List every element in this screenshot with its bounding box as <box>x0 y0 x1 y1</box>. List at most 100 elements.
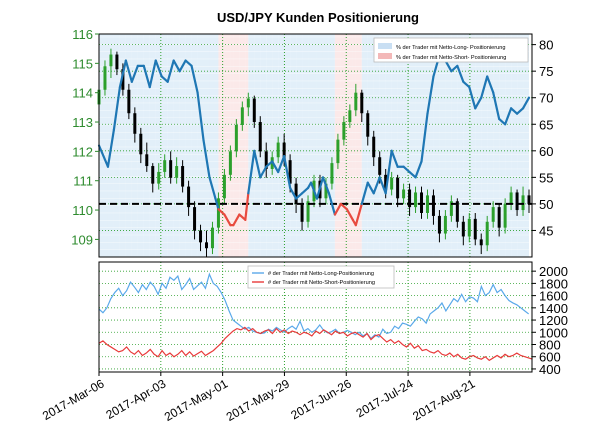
candle-down <box>127 89 131 114</box>
long-band <box>119 34 126 257</box>
sentiment-long-segment <box>97 144 110 168</box>
sentiment-long-segment <box>130 64 139 83</box>
sentiment-long-segment <box>184 59 193 67</box>
candle-down <box>527 195 531 205</box>
price-tick-label: 112 <box>72 144 93 159</box>
legend-swatch-short <box>378 53 392 59</box>
candle-down <box>461 221 465 237</box>
sentiment-short-segment <box>333 202 342 216</box>
sentiment-tick-label: 80 <box>539 38 553 53</box>
sentiment-long-segment <box>172 59 181 73</box>
long-band <box>487 34 494 257</box>
long-band <box>445 34 452 257</box>
sentiment-long-segment <box>504 107 513 126</box>
sentiment-long-segment <box>456 64 465 83</box>
legend-label: % der Trader mit Netto-Short- Positionie… <box>396 55 506 61</box>
sentiment-long-segment <box>166 59 175 83</box>
sentiment-long-segment <box>360 181 369 206</box>
long-band <box>385 34 392 257</box>
long-band <box>433 34 440 257</box>
candle-up <box>449 201 453 216</box>
sentiment-long-segment <box>271 160 280 174</box>
candle-down <box>115 54 119 70</box>
candle-up <box>306 201 310 222</box>
candle-down <box>133 113 137 134</box>
count-tick-label: 1400 <box>539 301 568 316</box>
sentiment-long-segment <box>289 186 298 200</box>
long-band <box>322 34 329 257</box>
long-band <box>191 34 198 257</box>
long-band <box>481 34 488 257</box>
candle-up <box>348 110 352 123</box>
candle-down <box>151 166 155 184</box>
sentiment-long-segment <box>321 176 331 195</box>
long-band <box>328 34 335 257</box>
long-band <box>379 34 386 257</box>
top-legend: % der Trader mit Netto-Long- Positionier… <box>373 37 529 63</box>
sentiment-bands <box>99 34 532 258</box>
legend-box <box>247 265 395 289</box>
candle-up <box>210 227 214 249</box>
long-band <box>505 34 512 257</box>
date-tick-label: 2017-May-01 <box>162 376 231 424</box>
long-band <box>248 34 255 257</box>
long-band <box>185 34 192 257</box>
bottom-legend: # der Trader mit Netto-Long-Positionieru… <box>247 265 395 289</box>
candle-up <box>216 198 220 228</box>
sentiment-long-segment <box>480 75 489 99</box>
sentiment-long-segment <box>390 149 399 168</box>
long-band <box>499 34 506 257</box>
sentiment-short-segment <box>217 208 226 216</box>
long-band <box>523 34 530 257</box>
sentiment-long-segment <box>315 176 325 200</box>
candle-down <box>473 218 477 240</box>
sentiment-long-segment <box>178 59 187 73</box>
sentiment-long-segment <box>402 165 411 174</box>
candle-down <box>378 157 382 175</box>
candle-up <box>354 92 358 111</box>
candle-down <box>420 192 424 213</box>
candle-up <box>414 192 418 208</box>
sentiment-long-segment <box>509 107 519 115</box>
long-band <box>290 34 297 257</box>
count-tick-label: 1600 <box>539 289 568 304</box>
sentiment-long-segment <box>468 85 477 110</box>
long-band <box>475 34 482 257</box>
long-band <box>493 34 500 257</box>
candle-down <box>455 201 459 222</box>
long-band <box>113 34 120 257</box>
long-band <box>361 34 368 257</box>
candle-down <box>360 92 364 114</box>
candle-up <box>240 107 244 125</box>
date-axis: 2017-Mar-062017-Apr-032017-May-012017-Ma… <box>40 372 478 424</box>
sentiment-long-segment <box>283 155 292 190</box>
count-tick-label: 600 <box>539 350 561 365</box>
long-band <box>99 34 108 257</box>
candle-up <box>276 142 280 158</box>
candle-up <box>222 174 226 199</box>
price-tick-label: 110 <box>72 203 93 218</box>
candle-down <box>396 177 400 199</box>
candle-up <box>443 215 447 234</box>
chart-title: USD/JPY Kunden Positionierung <box>217 10 419 25</box>
short-band <box>346 34 353 257</box>
legend-swatch-long <box>378 43 392 49</box>
sentiment-long-segment <box>492 91 501 121</box>
sentiment-long-segment <box>208 176 217 200</box>
sentiment-long-segment <box>426 75 435 115</box>
candle-up <box>246 98 250 108</box>
long-band <box>215 34 219 257</box>
count-tick-label: 400 <box>539 362 561 377</box>
sentiment-long-segment <box>366 181 375 195</box>
candle-down <box>366 113 370 137</box>
sentiment-long-segment <box>148 59 157 89</box>
legend-label: % der Trader mit Netto-Long- Positionier… <box>396 45 505 51</box>
long-band <box>161 34 168 257</box>
long-band <box>173 34 180 257</box>
long-band <box>266 34 273 257</box>
price-tick-label: 111 <box>73 174 93 189</box>
sentiment-long-segment <box>196 91 205 142</box>
candle-up <box>425 195 429 213</box>
